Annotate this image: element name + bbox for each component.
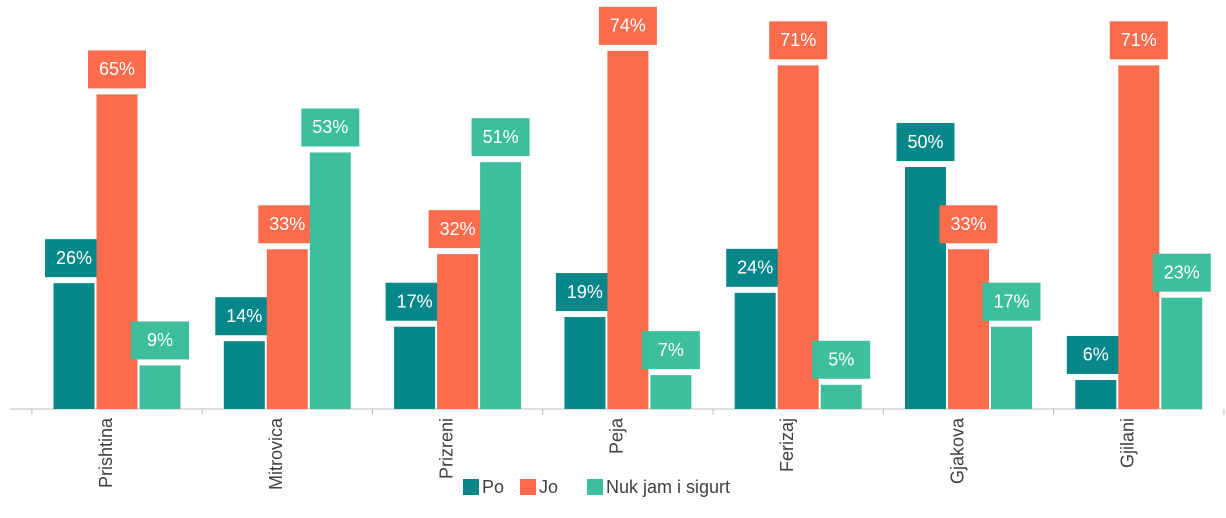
bar <box>394 326 436 409</box>
bar <box>777 65 819 410</box>
data-label: 74% <box>610 16 646 36</box>
data-label: 7% <box>658 340 684 360</box>
bar <box>53 283 95 409</box>
bar <box>437 254 479 409</box>
data-label-box <box>88 50 146 89</box>
data-label: 14% <box>226 306 262 326</box>
data-label-box <box>131 321 189 360</box>
bar <box>564 317 606 409</box>
bar <box>309 152 351 410</box>
legend-swatch <box>463 479 479 495</box>
data-label: 17% <box>397 291 433 311</box>
legend-swatch <box>587 479 603 495</box>
data-label-box <box>641 331 700 370</box>
data-label: 32% <box>440 219 476 239</box>
data-label-box <box>812 340 871 379</box>
bar <box>991 326 1032 409</box>
x-tick-label: Mitrovica <box>266 417 286 490</box>
x-tick-label: Peja <box>607 417 627 454</box>
data-label: 71% <box>1121 30 1157 50</box>
data-label-box <box>1109 21 1168 60</box>
data-label: 23% <box>1164 262 1200 282</box>
data-label-box <box>555 273 614 312</box>
data-label-box <box>45 239 103 278</box>
bar <box>139 365 181 409</box>
data-label-box <box>258 205 317 244</box>
data-label: 71% <box>780 30 816 50</box>
data-label-box <box>385 282 444 321</box>
legend-label: Po <box>482 477 504 497</box>
data-label-box <box>1066 335 1125 374</box>
data-label: 6% <box>1083 345 1109 365</box>
data-label-box <box>471 118 530 157</box>
bar <box>266 249 308 409</box>
data-label-box <box>301 108 360 147</box>
data-label-box <box>1152 253 1211 292</box>
bar <box>1161 297 1203 409</box>
bar <box>820 384 862 409</box>
legend-label: Nuk jam i sigurt <box>606 477 730 497</box>
data-label: 19% <box>567 282 603 302</box>
data-label-box <box>939 205 998 244</box>
data-label: 26% <box>56 248 92 268</box>
bar <box>905 167 946 409</box>
data-label-box <box>982 282 1041 321</box>
data-label-box <box>896 123 955 161</box>
x-tick-label: Ferizaj <box>777 418 797 472</box>
legend-label: Jo <box>539 477 558 497</box>
data-label: 33% <box>950 214 986 234</box>
data-label-box <box>215 297 274 336</box>
legend-swatch <box>520 479 536 495</box>
bar <box>650 375 692 409</box>
data-label: 65% <box>99 59 135 79</box>
bar <box>480 162 522 409</box>
bar <box>948 249 989 409</box>
data-label: 33% <box>269 214 305 234</box>
x-tick-label: Gjilani <box>1118 418 1138 468</box>
data-label-box <box>769 21 828 60</box>
data-label: 24% <box>737 258 773 278</box>
data-label: 9% <box>147 330 173 350</box>
bar <box>223 341 265 409</box>
data-label: 53% <box>312 117 348 137</box>
data-label: 17% <box>993 291 1029 311</box>
bar <box>607 50 649 410</box>
data-label-box <box>726 248 785 287</box>
data-label: 50% <box>907 132 943 152</box>
x-tick-label: Prizreni <box>436 418 456 479</box>
data-label: 5% <box>828 350 854 370</box>
data-label-box <box>598 6 657 45</box>
x-tick-label: Gjakova <box>947 417 967 484</box>
data-label-box <box>428 210 487 249</box>
bar <box>1075 379 1117 409</box>
x-tick-label: Prishtina <box>96 417 116 488</box>
bar <box>1118 65 1160 410</box>
data-label: 51% <box>483 127 519 147</box>
bar <box>734 292 776 409</box>
bar <box>96 94 138 410</box>
